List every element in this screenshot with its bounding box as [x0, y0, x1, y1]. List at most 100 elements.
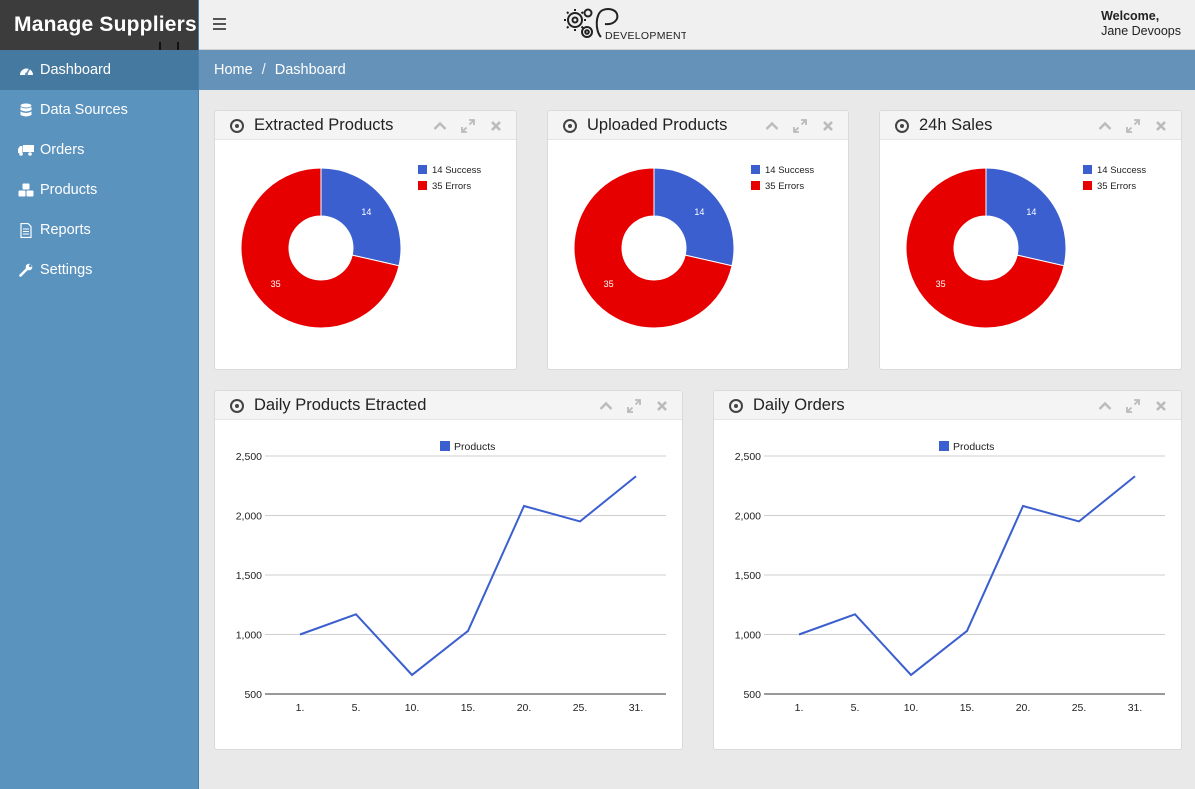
y-tick-label: 2,500 [236, 451, 262, 463]
legend-label: Products [953, 441, 994, 453]
panel-header: Extracted Products [215, 111, 516, 140]
y-tick-label: 2,000 [735, 511, 761, 523]
user-name: Jane Devoops [1101, 24, 1181, 38]
brand-title[interactable]: Manage Suppliers [0, 0, 198, 50]
donut-slice[interactable] [240, 167, 400, 329]
close-icon[interactable] [650, 395, 674, 416]
panel-tools [428, 115, 508, 136]
close-icon[interactable] [484, 115, 508, 136]
breadcrumb-current: Dashboard [274, 62, 346, 78]
legend-label: 14 Success [432, 165, 481, 176]
expand-icon[interactable] [622, 395, 646, 416]
collapse-icon[interactable] [1093, 115, 1117, 136]
breadcrumb: Home / Dashboard [199, 50, 1195, 90]
legend-label: 35 Errors [432, 181, 471, 192]
panel-title: 24h Sales [919, 116, 993, 134]
sidebar-item-settings[interactable]: Settings [0, 250, 198, 290]
dashboard-icon [18, 62, 34, 78]
chart-area: 14 14 Success 35 35 Errors [563, 151, 833, 354]
chart-area: 2,500 2,000 1,500 1,000 500 1. 5. 10. 15. 20. 25. 3… [230, 431, 667, 734]
line-chart: 2,500 2,000 1,500 1,000 500 1. 5. 10. 15. 20. 25. 3… [735, 441, 1165, 714]
donut-slice[interactable] [320, 167, 402, 267]
target-icon [563, 119, 577, 133]
y-tick-label: 500 [244, 689, 262, 701]
panel-title: Extracted Products [254, 116, 394, 134]
x-tick-label: 1. [296, 702, 305, 714]
donut-slice[interactable] [573, 167, 733, 329]
panel-header: Daily Products Etracted [215, 391, 682, 420]
collapse-icon[interactable] [594, 395, 618, 416]
panel-header: 24h Sales [880, 111, 1181, 140]
sidebar-item-dashboard[interactable]: Dashboard [0, 50, 198, 90]
panel-title: Daily Products Etracted [254, 396, 427, 414]
x-tick-label: 5. [851, 702, 860, 714]
welcome-label: Welcome, [1101, 9, 1160, 23]
slice-value-label: 35 [936, 279, 946, 289]
donut-slice[interactable] [905, 167, 1065, 329]
donut-slice[interactable] [653, 167, 735, 267]
menu-toggle-icon[interactable] [213, 18, 226, 30]
x-tick-label: 15. [461, 702, 476, 714]
series-line[interactable] [798, 475, 1136, 677]
legend-swatch [1083, 165, 1092, 174]
x-tick-label: 1. [795, 702, 804, 714]
close-icon[interactable] [1149, 115, 1173, 136]
slice-value-label: 35 [271, 279, 281, 289]
slice-value-label: 14 [694, 207, 704, 217]
sidebar-item-orders[interactable]: Orders [0, 130, 198, 170]
collapse-icon[interactable] [760, 115, 784, 136]
panel-header: Uploaded Products [548, 111, 848, 140]
slice-value-label: 35 [604, 279, 614, 289]
chart-area: 2,500 2,000 1,500 1,000 500 1. 5. 10. 15. 20. 25. 3… [729, 431, 1166, 734]
slice-value-label: 14 [361, 207, 371, 217]
y-tick-label: 2,500 [735, 451, 761, 463]
donut-chart: 14 14 Success 35 35 Errors [905, 165, 1146, 329]
collapse-icon[interactable] [1093, 395, 1117, 416]
legend-label: 35 Errors [1097, 181, 1136, 192]
close-icon[interactable] [1149, 395, 1173, 416]
y-tick-label: 2,000 [236, 511, 262, 523]
close-icon[interactable] [816, 115, 840, 136]
sidebar-item-label: Data Sources [40, 102, 128, 118]
x-tick-label: 10. [405, 702, 420, 714]
x-tick-label: 10. [904, 702, 919, 714]
gears-logo-icon: DEVELOPMENT [564, 8, 688, 42]
sidebar-item-label: Products [40, 182, 98, 198]
expand-icon[interactable] [1121, 395, 1145, 416]
sidebar-item-label: Dashboard [40, 62, 111, 78]
chart-area: 14 14 Success 35 35 Errors [895, 151, 1166, 354]
donut-chart: 14 14 Success 35 35 Errors [240, 165, 481, 329]
donut-slice[interactable] [985, 167, 1067, 267]
legend-swatch [440, 441, 450, 451]
y-tick-label: 1,500 [735, 570, 761, 582]
database-icon [18, 102, 34, 118]
panel-daily-products-extracted: Daily Products Etracted 2,500 2,000 1,500 1,… [214, 390, 683, 750]
sidebar-item-label: Orders [40, 142, 85, 158]
donut-chart: 14 14 Success 35 35 Errors [573, 165, 814, 329]
expand-icon[interactable] [456, 115, 480, 136]
breadcrumb-home[interactable]: Home [214, 62, 253, 78]
panel-tools [594, 395, 674, 416]
chart-area: 14 14 Success 35 35 Errors [230, 151, 501, 354]
target-icon [230, 119, 244, 133]
user-welcome[interactable]: Welcome, Jane Devoops [1101, 9, 1181, 39]
expand-icon[interactable] [1121, 115, 1145, 136]
panel-daily-orders: Daily Orders 2,500 2,000 1,500 1,000 500 1. 5. 1… [713, 390, 1182, 750]
series-line[interactable] [299, 475, 637, 677]
legend-label: Products [454, 441, 495, 453]
x-tick-label: 20. [517, 702, 532, 714]
brand-notch [159, 42, 179, 50]
x-tick-label: 25. [573, 702, 588, 714]
slice-value-label: 14 [1026, 207, 1036, 217]
line-chart: 2,500 2,000 1,500 1,000 500 1. 5. 10. 15. 20. 25. 3… [236, 441, 666, 714]
expand-icon[interactable] [788, 115, 812, 136]
x-tick-label: 31. [629, 702, 644, 714]
wrench-icon [18, 262, 34, 278]
collapse-icon[interactable] [428, 115, 452, 136]
sidebar-item-reports[interactable]: Reports [0, 210, 198, 250]
sidebar-item-products[interactable]: Products [0, 170, 198, 210]
sidebar-item-data-sources[interactable]: Data Sources [0, 90, 198, 130]
legend-label: 14 Success [765, 165, 814, 176]
sidebar: Manage Suppliers Dashboard Data Sources … [0, 0, 199, 789]
legend-label: 14 Success [1097, 165, 1146, 176]
